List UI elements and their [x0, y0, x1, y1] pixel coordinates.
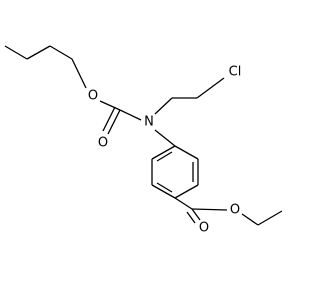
atom-label: N: [144, 115, 154, 130]
atom-label: Cl: [229, 65, 242, 80]
bond: [26, 45, 51, 60]
bond: [156, 151, 173, 162]
bond: [191, 208, 228, 211]
bond: [151, 184, 176, 199]
bond: [174, 184, 199, 199]
bond: [71, 58, 87, 89]
atom-label: O: [88, 89, 98, 104]
bond: [154, 129, 176, 147]
bonds: [4, 45, 283, 226]
bond: [241, 213, 259, 226]
bond: [151, 145, 176, 160]
bond: [257, 210, 283, 226]
atom-label: O: [98, 136, 108, 151]
structure-diagram: O O N Cl O O: [4, 45, 283, 236]
bond: [102, 106, 116, 132]
bond: [174, 197, 193, 210]
atom-labels: O O N Cl O O: [88, 65, 241, 236]
bond: [99, 100, 121, 111]
bond: [191, 208, 201, 221]
atom-label: O: [230, 203, 240, 218]
bond: [156, 182, 173, 193]
bond: [119, 109, 142, 121]
bond: [174, 145, 199, 160]
bond: [49, 45, 73, 60]
bond: [154, 97, 173, 115]
bond: [4, 45, 28, 60]
bond: [186, 211, 196, 224]
atom-label: O: [199, 221, 209, 236]
bond: [107, 109, 121, 135]
bond: [196, 77, 225, 99]
